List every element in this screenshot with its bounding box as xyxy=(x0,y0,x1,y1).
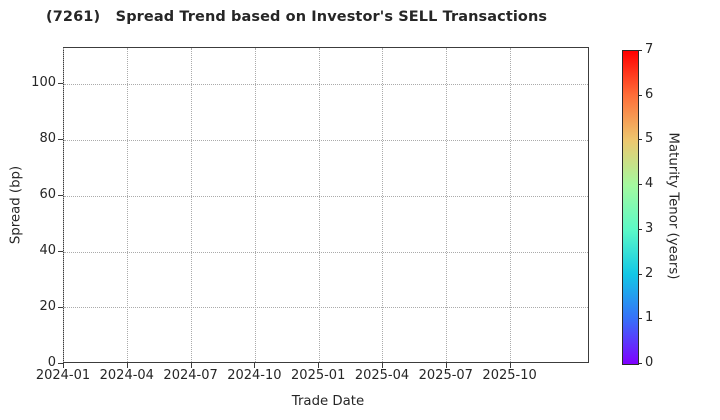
y-tick-label: 60 xyxy=(39,187,56,203)
x-tick-label: 2025-07 xyxy=(418,368,473,383)
x-tick-label: 2025-04 xyxy=(354,368,410,383)
x-tick-mark xyxy=(382,363,383,368)
y-tick-label: 0 xyxy=(47,355,56,370)
colorbar-tick-label: 3 xyxy=(645,220,654,236)
plot-area xyxy=(63,47,589,363)
colorbar-tick-mark xyxy=(638,94,642,96)
gridline-horizontal xyxy=(64,251,588,253)
gridline-horizontal xyxy=(64,195,588,197)
gridline-horizontal xyxy=(64,307,588,309)
colorbar-tick-mark xyxy=(638,228,642,230)
colorbar-label: Maturity Tenor (years) xyxy=(665,132,681,280)
gridline-vertical xyxy=(446,48,448,362)
y-tick-label: 40 xyxy=(39,243,56,259)
colorbar-tick-label: 6 xyxy=(645,86,654,102)
y-tick-mark xyxy=(58,307,63,309)
x-tick-mark xyxy=(318,363,320,368)
colorbar-tick-mark xyxy=(638,318,642,320)
y-tick-label: 80 xyxy=(39,131,56,147)
x-axis-label: Trade Date xyxy=(291,394,365,409)
x-tick-label: 2024-07 xyxy=(163,368,218,383)
gridline-vertical xyxy=(63,48,65,362)
x-tick-mark xyxy=(190,363,192,368)
colorbar-tick-mark xyxy=(638,363,642,364)
x-tick-mark xyxy=(445,363,447,368)
y-axis-label: Spread (bp) xyxy=(8,165,24,245)
colorbar-tick-mark xyxy=(638,273,642,275)
x-tick-mark xyxy=(63,363,64,368)
y-tick-mark xyxy=(58,195,63,197)
x-tick-label: 2025-10 xyxy=(482,368,537,383)
x-tick-label: 2024-01 xyxy=(35,368,91,383)
y-tick-mark xyxy=(58,363,63,364)
x-tick-label: 2024-10 xyxy=(227,368,282,383)
gridline-vertical xyxy=(191,48,192,362)
chart-title: (7261) Spread Trend based on Investor's … xyxy=(46,9,548,25)
colorbar-tick-label: 0 xyxy=(645,355,654,370)
y-tick-mark xyxy=(58,251,63,253)
colorbar-tick-label: 4 xyxy=(645,176,654,192)
colorbar-tick-mark xyxy=(638,50,642,51)
gridline-vertical xyxy=(254,48,256,362)
x-tick-mark xyxy=(126,363,128,368)
y-tick-mark xyxy=(58,83,63,85)
y-tick-label: 100 xyxy=(31,75,56,91)
x-tick-label: 2025-01 xyxy=(291,368,346,383)
x-tick-mark xyxy=(509,363,511,368)
gridline-vertical xyxy=(318,48,320,362)
gridline-vertical xyxy=(382,48,384,362)
gridline-vertical xyxy=(127,48,129,362)
colorbar xyxy=(622,50,639,365)
colorbar-tick-mark xyxy=(638,139,642,141)
gridline-vertical xyxy=(510,48,511,362)
colorbar-tick-label: 1 xyxy=(645,310,654,326)
gridline-horizontal xyxy=(64,139,588,141)
x-tick-mark xyxy=(254,363,256,368)
y-tick-label: 20 xyxy=(39,299,56,315)
y-tick-mark xyxy=(58,139,63,141)
colorbar-tick-label: 2 xyxy=(645,265,654,281)
colorbar-tick-label: 7 xyxy=(645,42,654,57)
colorbar-tick-mark xyxy=(638,184,642,186)
x-tick-label: 2024-04 xyxy=(99,368,154,383)
gridline-horizontal xyxy=(64,83,588,85)
colorbar-tick-label: 5 xyxy=(645,131,654,147)
